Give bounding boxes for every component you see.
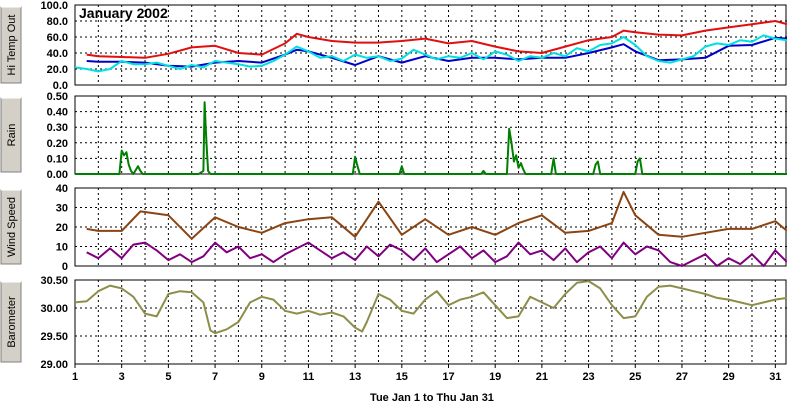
ytick-3-3: 30.50 [40,275,68,287]
xtick-5: 11 [303,371,315,383]
xtick-11: 23 [582,371,594,383]
ytick-3-2: 30.00 [40,303,68,315]
ytick-1-4: 0.40 [47,107,68,119]
xtick-2: 5 [165,371,171,383]
series-dew_point [86,36,787,68]
xtick-0: 1 [72,371,78,383]
xtick-13: 27 [676,371,688,383]
chart-marks [74,20,787,335]
series-rain [75,101,787,175]
ytick-2-4: 40 [56,183,68,195]
xtick-14: 29 [723,371,735,383]
series-barometer [74,280,787,335]
ytick-0-3: 60.0 [47,32,68,44]
series-wind_avg [86,241,787,267]
ytick-0-1: 20.0 [47,64,68,76]
xtick-10: 21 [536,371,548,383]
chart-frame: Hi Temp Out 0.0 20.0 40.0 60.0 80.0 100.0 Rain 0… [0,0,787,383]
series-wind_hi [86,190,787,240]
series-temp_out [74,34,787,73]
ytick-0-0: 0.0 [53,80,68,92]
ytick-0-2: 40.0 [47,48,68,60]
ytick-1-3: 0.30 [47,122,68,134]
ytick-2-2: 20 [56,222,68,234]
panel-border-3 [74,279,787,365]
ytick-0-4: 80.0 [47,16,68,28]
ylabel-0: Hi Temp Out [6,15,18,76]
ylabel-1: Rain [6,124,18,147]
ytick-3-1: 29.50 [40,331,68,343]
xtick-3: 7 [212,371,218,383]
xtick-12: 25 [629,371,641,383]
ylabel-2: Wind Speed [6,197,18,257]
ytick-1-2: 0.20 [47,138,68,150]
date-range-label: Tue Jan 1 to Thu Jan 31 [370,392,494,404]
series-hi_temp [86,20,787,59]
chart-title: January 2002 [79,5,168,21]
ytick-1-1: 0.10 [47,153,68,165]
panel-border-0 [74,4,787,86]
ytick-0-5: 100.0 [40,0,68,12]
ytick-3-0: 29.00 [40,359,68,371]
xtick-8: 17 [442,371,454,383]
ytick-1-5: 0.50 [47,91,68,103]
ylabel-3: Barometer [6,296,18,348]
ytick-2-0: 0 [62,261,68,273]
xtick-9: 19 [489,371,501,383]
ytick-1-0: 0.00 [47,169,68,181]
xtick-15: 31 [769,371,781,383]
panel-border-2 [74,187,787,267]
panel-border-1 [74,95,787,175]
ytick-2-3: 30 [56,203,68,215]
xtick-1: 3 [119,371,125,383]
xtick-4: 9 [259,371,265,383]
ytick-2-1: 10 [56,242,68,254]
xtick-6: 13 [349,371,361,383]
xtick-7: 15 [396,371,408,383]
